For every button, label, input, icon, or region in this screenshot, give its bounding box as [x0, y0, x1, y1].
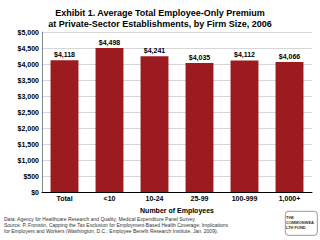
svg-text:for Employers and Workers (Was: for Employers and Workers (Washington, D… — [4, 228, 218, 234]
svg-text:$4,498: $4,498 — [99, 39, 121, 47]
svg-text:$4,000: $4,000 — [18, 61, 40, 69]
svg-text:25-99: 25-99 — [191, 195, 209, 202]
svg-text:$4,035: $4,035 — [189, 54, 211, 62]
svg-text:LTH FUND: LTH FUND — [286, 225, 306, 230]
svg-text:$4,112: $4,112 — [234, 51, 255, 59]
svg-text:$3,000: $3,000 — [18, 93, 40, 101]
svg-text:$5,000: $5,000 — [18, 29, 40, 37]
svg-text:10-24: 10-24 — [146, 195, 164, 202]
svg-text:$0: $0 — [31, 189, 39, 197]
svg-text:$4,118: $4,118 — [54, 51, 75, 59]
svg-text:$3,500: $3,500 — [18, 77, 40, 85]
svg-text:$4,241: $4,241 — [144, 47, 166, 55]
svg-text:THE: THE — [286, 215, 296, 220]
svg-text:COMMONWEA: COMMONWEA — [286, 220, 314, 225]
svg-text:Exhibit 1. Average Total Emplo: Exhibit 1. Average Total Employee-Only P… — [55, 8, 265, 18]
svg-text:$1,000: $1,000 — [18, 157, 40, 165]
svg-text:Data: Agency for Healthcare Re: Data: Agency for Healthcare Research and… — [4, 216, 196, 222]
svg-text:Source: P. Fronstin, Capping t: Source: P. Fronstin, Capping the Tax Exc… — [4, 222, 230, 228]
svg-text:100-999: 100-999 — [232, 195, 258, 202]
svg-text:$4,066: $4,066 — [279, 53, 301, 61]
svg-text:at Private-Sector Establishmen: at Private-Sector Establishments, by Fir… — [48, 19, 272, 29]
svg-text:Total: Total — [56, 195, 72, 202]
svg-text:<10: <10 — [104, 195, 116, 202]
svg-text:$500: $500 — [23, 173, 39, 181]
svg-text:$4,500: $4,500 — [18, 45, 40, 53]
svg-text:$2,000: $2,000 — [18, 125, 40, 133]
svg-text:Number of Employees: Number of Employees — [140, 207, 214, 215]
svg-text:$2,500: $2,500 — [18, 109, 40, 117]
svg-text:$1,500: $1,500 — [18, 141, 40, 149]
svg-text:1,000+: 1,000+ — [279, 195, 301, 203]
